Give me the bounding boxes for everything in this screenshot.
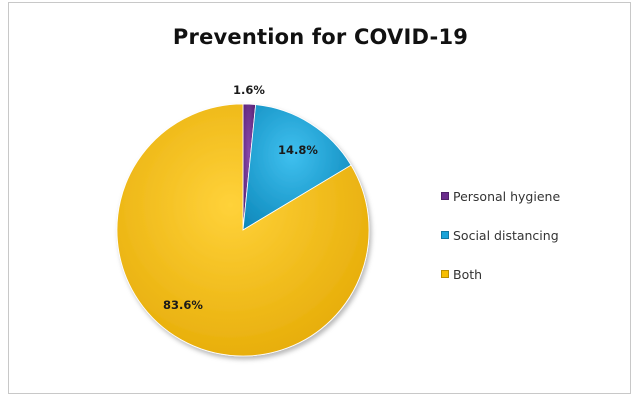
legend-swatch-both — [441, 270, 449, 278]
legend-label-both: Both — [453, 266, 483, 282]
legend-swatch-personal-hygiene — [441, 192, 449, 200]
pie-slices — [116, 103, 370, 357]
data-label-personal-hygiene: 1.6% — [233, 83, 265, 97]
legend-label-personal-hygiene: Personal hygiene — [453, 188, 561, 204]
pie-slice-social-distancing — [242, 104, 352, 231]
chart-title: Prevention for COVID-19 — [172, 25, 469, 49]
legend-item-personal-hygiene: Personal hygiene — [441, 186, 560, 206]
pie-labels: 1.6% 14.8% 83.6% — [163, 83, 318, 312]
pie-chart: 1.6% 14.8% 83.6% — [116, 83, 370, 357]
data-label-social-distancing: 14.8% — [278, 143, 318, 157]
legend: Personal hygiene Social distancing Both — [441, 186, 560, 303]
chart-frame: Prevention for COVID-19 1.6% 14.8% 83.6% — [8, 2, 631, 394]
pie-slice-both — [116, 103, 370, 357]
legend-item-social-distancing: Social distancing — [441, 225, 560, 245]
legend-swatch-social-distancing — [441, 231, 449, 239]
legend-label-social-distancing: Social distancing — [453, 227, 559, 243]
legend-item-both: Both — [441, 264, 560, 284]
data-label-both: 83.6% — [163, 298, 203, 312]
